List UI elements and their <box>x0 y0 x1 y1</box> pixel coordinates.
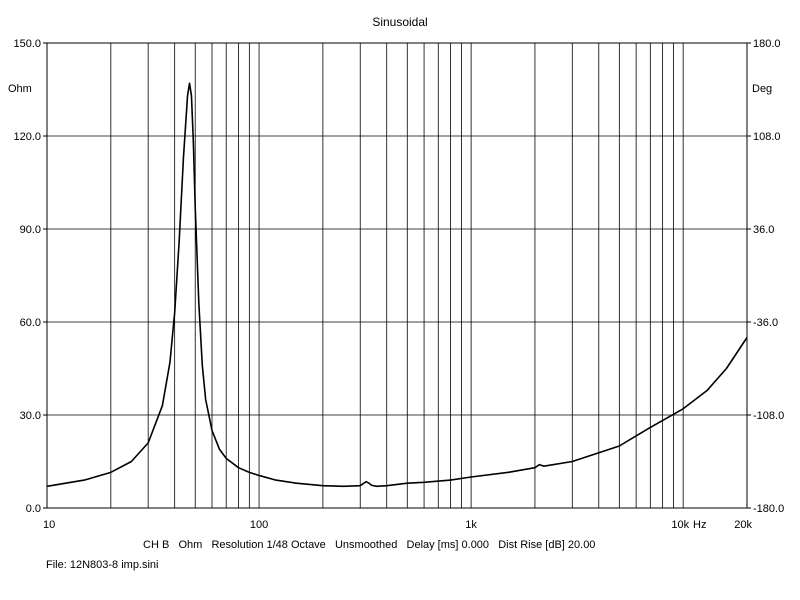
y2-tick-label: 36.0 <box>753 224 774 236</box>
file-line: File: 12N803-8 imp.sini <box>46 559 159 571</box>
x-tick-label: 20k <box>734 519 752 531</box>
y-tick-label: 60.0 <box>20 317 41 329</box>
legend-line: CH B Ohm Resolution 1/48 Octave Unsmooth… <box>143 539 595 551</box>
y2-tick-label: 108.0 <box>753 131 781 143</box>
x-tick-label: 100 <box>250 519 268 531</box>
impedance-series-line <box>46 82 748 488</box>
y2-tick-label: -108.0 <box>753 410 784 422</box>
y2-tick-label: -36.0 <box>753 317 778 329</box>
y2-unit-label: Deg <box>752 83 772 95</box>
y2-tick-label: -180.0 <box>753 503 784 515</box>
y2-tick-label: 180.0 <box>753 38 781 50</box>
plot-frame <box>46 42 748 509</box>
x-tick-label: 10k <box>671 519 689 531</box>
series-layer <box>46 82 748 488</box>
grid <box>43 42 751 509</box>
y-tick-label: 90.0 <box>20 224 41 236</box>
x-tick-label: 1k <box>465 519 477 531</box>
y-tick-label: 150.0 <box>13 38 41 50</box>
y-unit-label: Ohm <box>8 83 32 95</box>
y-tick-label: 30.0 <box>20 410 41 422</box>
tick-labels: 0.0 30.0 60.0 90.0 120.0 150.0 -180.0 -108.0 -36… <box>13 38 784 531</box>
y-tick-label: 0.0 <box>26 503 41 515</box>
x-unit-label: Hz <box>693 519 706 531</box>
x-tick-label: 10 <box>43 519 55 531</box>
chart-title: Sinusoidal <box>372 15 427 29</box>
y-tick-label: 120.0 <box>13 131 41 143</box>
